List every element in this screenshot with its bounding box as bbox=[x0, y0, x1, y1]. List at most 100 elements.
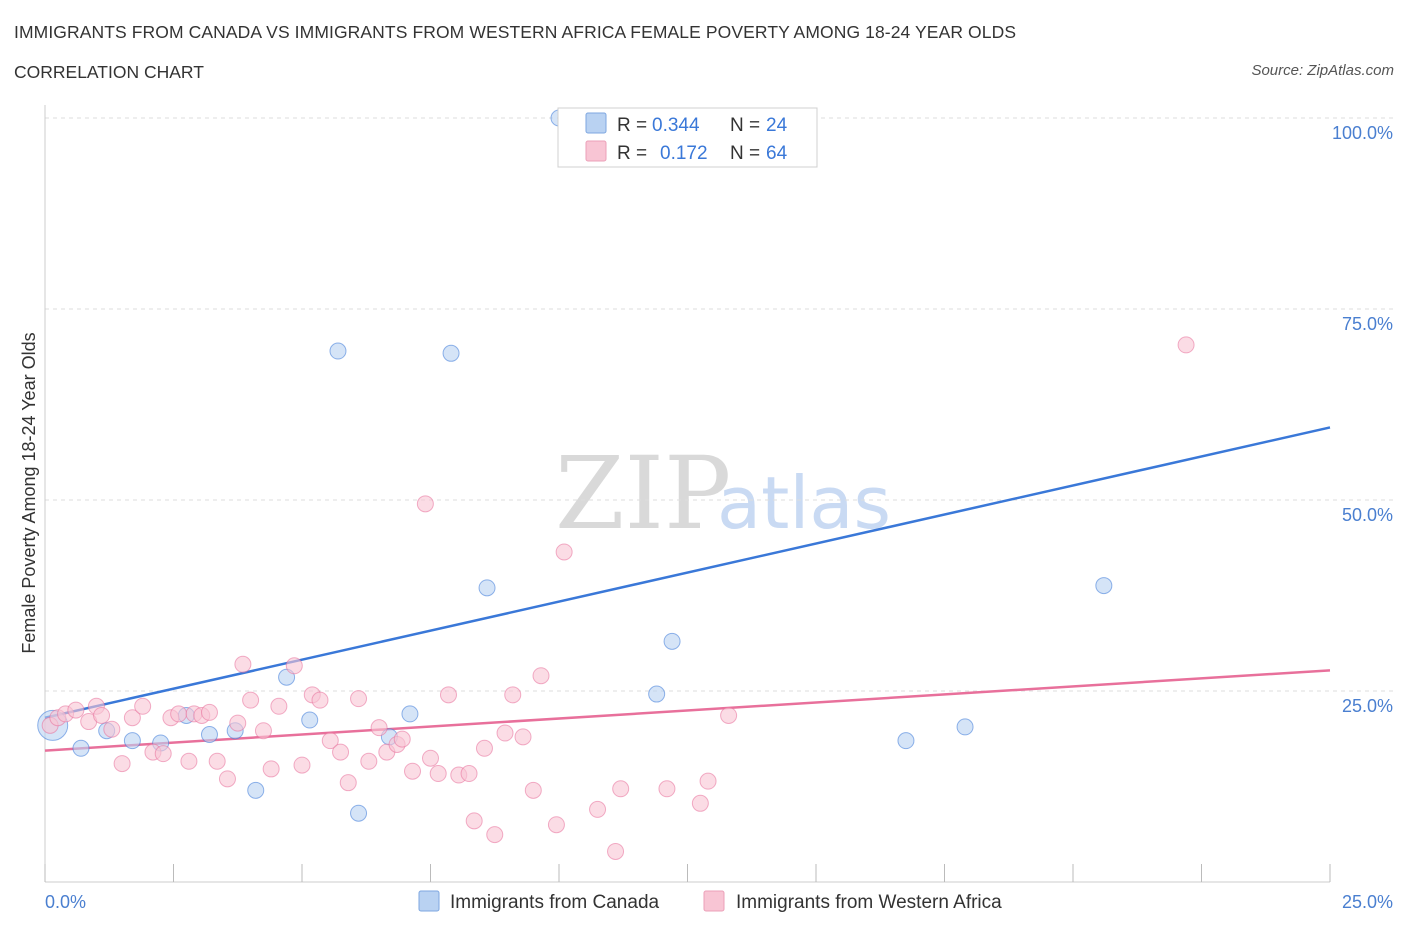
point-s1-48 bbox=[475, 739, 493, 757]
series-1-points bbox=[41, 336, 1195, 860]
series-legend: Immigrants from Canada Immigrants from W… bbox=[418, 890, 1002, 913]
western-africa-r-value: 0.172 bbox=[660, 143, 708, 164]
point-s1-22 bbox=[234, 655, 252, 673]
legend-western-africa-label: Immigrants from Western Africa bbox=[736, 892, 1002, 913]
western-africa-n-label: N = bbox=[730, 143, 760, 164]
point-s0-1 bbox=[72, 739, 90, 757]
point-s0-6 bbox=[200, 726, 218, 744]
point-s1-19 bbox=[208, 752, 226, 770]
point-s1-54 bbox=[532, 667, 550, 685]
point-s0-12 bbox=[350, 804, 368, 822]
source-label: Source: ZipAtlas.com bbox=[1251, 62, 1394, 79]
point-s1-53 bbox=[524, 781, 542, 799]
point-s0-8 bbox=[247, 781, 265, 799]
canada-n-value: 24 bbox=[766, 115, 788, 136]
point-s0-14 bbox=[401, 705, 419, 723]
point-s1-51 bbox=[504, 686, 522, 704]
canada-n-label: N = bbox=[730, 115, 760, 136]
point-s1-44 bbox=[439, 686, 457, 704]
point-s1-49 bbox=[486, 826, 504, 844]
point-s1-60 bbox=[658, 780, 676, 798]
point-s1-20 bbox=[218, 770, 236, 788]
point-s1-39 bbox=[393, 730, 411, 748]
point-s0-11 bbox=[329, 342, 347, 360]
point-s1-15 bbox=[180, 752, 198, 770]
tick-labels: 100.0% 75.0% 50.0% 25.0% 0.0% 25.0% bbox=[45, 123, 1393, 912]
point-s1-8 bbox=[113, 755, 131, 773]
point-s1-31 bbox=[321, 732, 339, 750]
canada-swatch bbox=[585, 112, 607, 134]
point-s0-10 bbox=[301, 711, 319, 729]
point-s1-12 bbox=[154, 745, 172, 763]
point-s1-14 bbox=[170, 705, 188, 723]
point-s1-6 bbox=[93, 706, 111, 724]
point-s1-35 bbox=[360, 752, 378, 770]
point-s1-10 bbox=[134, 697, 152, 715]
axes bbox=[44, 105, 1331, 883]
point-s1-56 bbox=[555, 543, 573, 561]
point-s1-7 bbox=[103, 720, 121, 738]
y-tick-label-3: 25.0% bbox=[1342, 696, 1393, 716]
point-s1-57 bbox=[589, 800, 607, 818]
point-s1-61 bbox=[691, 794, 709, 812]
point-s1-63 bbox=[720, 706, 738, 724]
watermark-atlas: atlas bbox=[717, 461, 891, 545]
watermark-zip: ZIP bbox=[555, 435, 731, 552]
y-tick-label-2: 50.0% bbox=[1342, 505, 1393, 525]
point-s1-23 bbox=[242, 691, 260, 709]
point-s1-41 bbox=[416, 495, 434, 513]
y-axis-label: Female Poverty Among 18-24 Year Olds bbox=[19, 332, 39, 653]
point-s1-36 bbox=[370, 719, 388, 737]
point-s1-24 bbox=[254, 722, 272, 740]
point-s1-25 bbox=[262, 760, 280, 778]
point-s0-19 bbox=[663, 632, 681, 650]
point-s1-47 bbox=[465, 812, 483, 830]
point-s0-16 bbox=[478, 579, 496, 597]
canada-r-label: R = bbox=[617, 115, 647, 136]
stats-legend: R = 0.344 N = 24 R = 0.172 N = 64 bbox=[557, 107, 818, 168]
point-s1-59 bbox=[612, 780, 630, 798]
point-s1-40 bbox=[404, 762, 422, 780]
point-s1-28 bbox=[293, 756, 311, 774]
point-s1-62 bbox=[699, 772, 717, 790]
legend-western-africa-swatch bbox=[703, 890, 725, 912]
point-s1-64 bbox=[1177, 336, 1195, 354]
point-s1-18 bbox=[200, 703, 218, 721]
chart-subtitle: CORRELATION CHART bbox=[14, 62, 204, 82]
x-tick-label-0: 0.0% bbox=[45, 892, 86, 912]
chart-title: IMMIGRANTS FROM CANADA VS IMMIGRANTS FRO… bbox=[14, 22, 1017, 42]
point-s1-58 bbox=[607, 842, 625, 860]
legend-canada-label: Immigrants from Canada bbox=[450, 892, 660, 913]
point-s1-3 bbox=[67, 701, 85, 719]
point-s1-9 bbox=[123, 709, 141, 727]
point-s1-27 bbox=[285, 657, 303, 675]
point-s1-52 bbox=[514, 728, 532, 746]
point-s1-26 bbox=[270, 697, 288, 715]
data-points bbox=[37, 109, 1195, 860]
point-s0-15 bbox=[442, 344, 460, 362]
point-s1-46 bbox=[460, 765, 478, 783]
point-s0-18 bbox=[648, 685, 666, 703]
y-tick-label-0: 100.0% bbox=[1332, 123, 1393, 143]
point-s1-32 bbox=[332, 743, 350, 761]
point-s1-43 bbox=[429, 765, 447, 783]
western-africa-r-label: R = bbox=[617, 143, 647, 164]
y-tick-label-1: 75.0% bbox=[1342, 314, 1393, 334]
point-s1-33 bbox=[339, 774, 357, 792]
point-s1-50 bbox=[496, 724, 514, 742]
canada-r-value: 0.344 bbox=[652, 115, 700, 136]
point-s1-55 bbox=[547, 816, 565, 834]
western-africa-swatch bbox=[585, 140, 607, 162]
point-s0-22 bbox=[956, 718, 974, 736]
point-s1-21 bbox=[229, 714, 247, 732]
trend-line-0 bbox=[44, 426, 1331, 719]
gridlines bbox=[45, 117, 1395, 692]
western-africa-n-value: 64 bbox=[766, 143, 788, 164]
point-s0-21 bbox=[897, 732, 915, 750]
point-s1-34 bbox=[350, 690, 368, 708]
point-s1-42 bbox=[422, 749, 439, 767]
point-s0-23 bbox=[1095, 577, 1113, 595]
point-s0-3 bbox=[123, 732, 141, 750]
x-tick-label-1: 25.0% bbox=[1342, 892, 1393, 912]
